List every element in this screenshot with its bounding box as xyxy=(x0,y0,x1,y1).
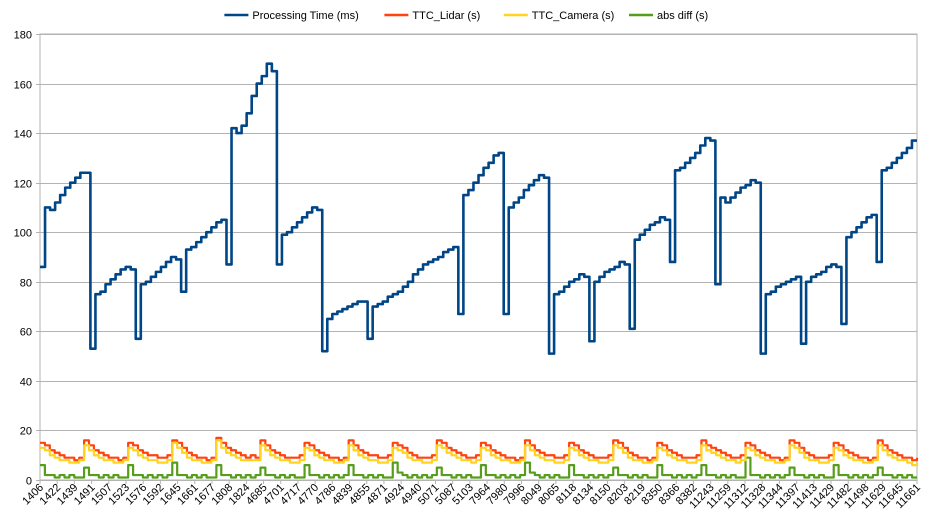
y-tick-label: 100 xyxy=(14,228,32,240)
y-axis: 0 20 40 60 80 100 120 140 160 180 xyxy=(14,30,40,488)
y-tick-label: 0 xyxy=(26,476,32,488)
legend: Processing Time (ms) TTC_Lidar (s) TTC_Cam… xyxy=(224,10,708,22)
legend-label-ttc-lidar-s: TTC_Lidar (s) xyxy=(412,10,480,22)
legend-label-ttc-camera-s: TTC_Camera (s) xyxy=(532,10,615,22)
legend-label-abs-diff-s: abs diff (s) xyxy=(657,10,708,22)
series-line-ttc-lidar-s xyxy=(40,436,919,462)
series-line-ttc-camera-s xyxy=(40,439,919,467)
series-line-processing-time-ms xyxy=(40,62,917,355)
y-tick-label: 20 xyxy=(20,426,32,438)
y-tick-label: 40 xyxy=(20,377,32,389)
series-line-abs-diff-s xyxy=(40,456,917,479)
series-lines xyxy=(40,62,919,479)
y-tick-label: 160 xyxy=(14,80,32,92)
y-tick-label: 140 xyxy=(14,129,32,141)
y-tick-label: 60 xyxy=(20,327,32,339)
y-tick-label: 180 xyxy=(14,30,32,42)
gridlines xyxy=(39,33,918,481)
legend-label-processing-time-ms: Processing Time (ms) xyxy=(252,10,358,22)
y-tick-label: 80 xyxy=(20,278,32,290)
y-tick-label: 120 xyxy=(14,179,32,191)
